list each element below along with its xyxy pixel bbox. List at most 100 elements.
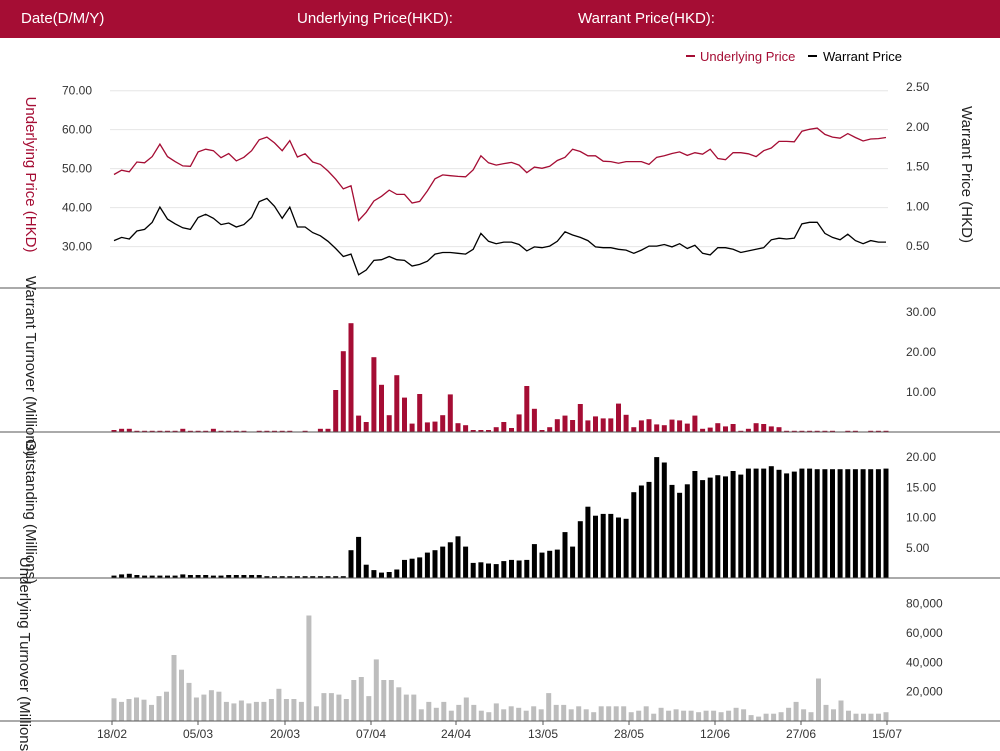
outstanding-bar xyxy=(799,468,805,578)
warrant-turnover-bar xyxy=(799,430,805,432)
outstanding-bar xyxy=(402,559,407,578)
outstanding-bar xyxy=(348,550,354,578)
underlying-turnover-bar xyxy=(336,694,342,721)
warrant-turnover-bar xyxy=(753,423,759,432)
outstanding-bar xyxy=(784,473,790,578)
underlying-turnover-bar xyxy=(531,706,537,721)
warrant-turnover-bar xyxy=(233,430,239,432)
legend-underlying-label: Underlying Price xyxy=(700,49,795,64)
y-right-tick-label: 2.00 xyxy=(906,120,930,134)
warrant-turnover-bar xyxy=(776,427,782,432)
warrant-turnover-bar xyxy=(363,422,369,432)
outstanding-bar xyxy=(768,466,774,578)
underlying-turnover-bar xyxy=(786,707,792,721)
warrant-turnover-bar xyxy=(677,420,683,432)
underlying-turnover-bar xyxy=(486,712,492,721)
warrant-turnover-bar xyxy=(807,430,813,432)
underlying-turnover-bar xyxy=(673,709,679,721)
underlying-turnover-bar xyxy=(546,693,552,721)
underlying-turnover-bar xyxy=(666,710,672,721)
underlying-turnover-bar xyxy=(164,691,169,721)
warrant-turnover-bar xyxy=(134,430,140,432)
warrant-turnover-bar xyxy=(745,428,751,432)
warrant-turnover-bar xyxy=(218,430,224,432)
underlying-turnover-bar xyxy=(141,699,147,721)
outstanding-bar xyxy=(264,576,270,578)
outstanding-bar xyxy=(692,471,698,578)
outstanding-bar xyxy=(294,576,300,578)
outstanding-bar xyxy=(791,471,797,578)
underlying-turnover-bar xyxy=(411,694,417,721)
y-tick-label: 30.00 xyxy=(906,305,936,319)
underlying-turnover-bar xyxy=(403,694,409,721)
warrant-price-line xyxy=(113,197,886,276)
underlying-turnover-bar xyxy=(523,710,529,721)
warrant-turnover-bar xyxy=(210,428,216,432)
underlying-turnover-bar xyxy=(658,707,664,721)
x-tick-label: 05/03 xyxy=(183,727,213,741)
outstanding-bar xyxy=(585,506,591,578)
underlying-turnover-bar xyxy=(553,704,559,721)
warrant-turnover-bar xyxy=(463,425,469,432)
outstanding-bar xyxy=(256,575,262,578)
underlying-turnover-bar xyxy=(156,696,162,721)
underlying-turnover-bar xyxy=(711,710,717,721)
underlying-turnover-bar xyxy=(583,709,589,721)
outstanding-bar xyxy=(738,474,744,578)
underlying-turnover-bar xyxy=(358,677,364,721)
outstanding-bar xyxy=(562,532,568,578)
warrant-turnover-bar xyxy=(501,422,507,432)
warrant-turnover-bar xyxy=(692,415,698,432)
underlying-turnover-bar xyxy=(321,693,327,721)
underlying-turnover-bar xyxy=(576,706,582,721)
warrant-turnover-bar xyxy=(707,427,713,432)
outstanding-bar xyxy=(172,575,178,578)
outstanding-bar xyxy=(707,477,713,578)
outstanding-bar xyxy=(417,557,423,578)
underlying-turnover-bar xyxy=(463,697,469,721)
warrant-turnover-bar xyxy=(738,430,744,432)
outstanding-bar xyxy=(394,569,400,578)
underlying-turnover-bar xyxy=(876,713,881,721)
outstanding-bar xyxy=(180,574,186,578)
underlying-turnover-bar xyxy=(126,699,132,721)
underlying-turnover-bar xyxy=(763,713,769,721)
warrant-turnover-bar xyxy=(379,384,384,432)
outstanding-bar xyxy=(386,572,392,578)
outstanding-bar xyxy=(723,476,728,578)
warrant-turnover-bar xyxy=(424,422,430,432)
y-axis-title: Outstanding (Millions) xyxy=(22,439,39,584)
underlying-turnover-bar xyxy=(418,709,424,721)
underlying-turnover-bar xyxy=(756,716,762,721)
warrant-turnover-bar xyxy=(287,430,293,432)
outstanding-bar xyxy=(845,469,851,578)
underlying-turnover-bar xyxy=(328,693,334,721)
outstanding-bar xyxy=(860,469,866,578)
underlying-turnover-bar xyxy=(306,615,312,721)
outstanding-bar xyxy=(356,536,362,578)
underlying-turnover-bar xyxy=(231,703,237,721)
warrant-turnover-bar xyxy=(547,427,553,432)
warrant-turnover-bar xyxy=(386,415,392,432)
warrant-turnover-bar xyxy=(111,430,117,432)
outstanding-bar xyxy=(822,469,828,578)
warrant-turnover-bar xyxy=(149,430,155,432)
y-tick-label: 15.00 xyxy=(906,480,936,494)
outstanding-bar xyxy=(157,575,163,578)
outstanding-bar xyxy=(317,576,323,578)
outstanding-bar xyxy=(463,546,469,578)
outstanding-bar xyxy=(165,575,170,578)
outstanding-bar xyxy=(600,513,606,578)
outstanding-bar xyxy=(409,558,415,578)
underlying-turnover-bar xyxy=(591,712,597,721)
warrant-turnover-bar xyxy=(654,424,660,432)
outstanding-bar xyxy=(371,570,377,578)
warrant-turnover-bar xyxy=(616,403,621,432)
underlying-turnover-bar xyxy=(216,691,222,721)
warrant-turnover-bar xyxy=(272,430,277,432)
outstanding-bar xyxy=(195,575,201,578)
outstanding-bar xyxy=(883,468,889,578)
outstanding-bar xyxy=(501,561,507,578)
outstanding-bar xyxy=(233,575,239,578)
underlying-turnover-bar xyxy=(223,701,229,721)
